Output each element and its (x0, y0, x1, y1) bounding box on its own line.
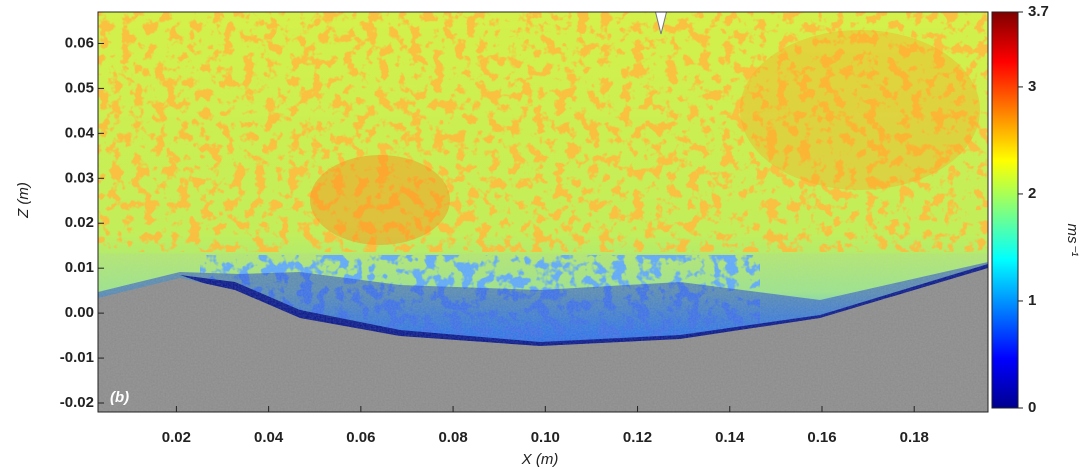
colorbar-tick-label: 3.7 (1028, 3, 1049, 20)
colorbar (991, 11, 1019, 409)
x-tick-label: 0.10 (531, 429, 560, 446)
x-tick-label: 0.12 (623, 429, 652, 446)
y-tick-label: 0.00 (65, 304, 94, 321)
y-tick-label: 0.01 (65, 259, 94, 276)
y-tick-label: 0.04 (65, 124, 95, 141)
y-axis-label: Z (m) (15, 182, 32, 219)
colorbar-tick-label: 1 (1028, 292, 1036, 309)
x-tick-label: 0.04 (254, 429, 284, 446)
colorbar-tick-label: 0 (1028, 399, 1036, 416)
y-tick-label: 0.05 (65, 79, 94, 96)
x-tick-label: 0.14 (715, 429, 745, 446)
y-tick-label: 0.03 (65, 169, 94, 186)
plot-frame (97, 11, 989, 413)
x-tick-label: 0.16 (807, 429, 836, 446)
x-tick-label: 0.02 (162, 429, 191, 446)
x-tick-label: 0.06 (346, 429, 375, 446)
colorbar-tick-label: 2 (1028, 185, 1036, 202)
y-tick-label: 0.06 (65, 34, 94, 51)
x-tick-label: 0.18 (900, 429, 929, 446)
y-tick-label: -0.02 (60, 394, 94, 411)
y-tick-label: 0.02 (65, 214, 94, 231)
panel-label: (b) (110, 389, 129, 406)
y-tick-label: -0.01 (60, 349, 94, 366)
x-tick-label: 0.08 (438, 429, 467, 446)
x-axis-label: X (m) (521, 451, 559, 468)
colorbar-label: ms⁻¹ (1064, 224, 1081, 257)
colorbar-tick-label: 3 (1028, 78, 1036, 95)
velocity-field (98, 12, 988, 412)
